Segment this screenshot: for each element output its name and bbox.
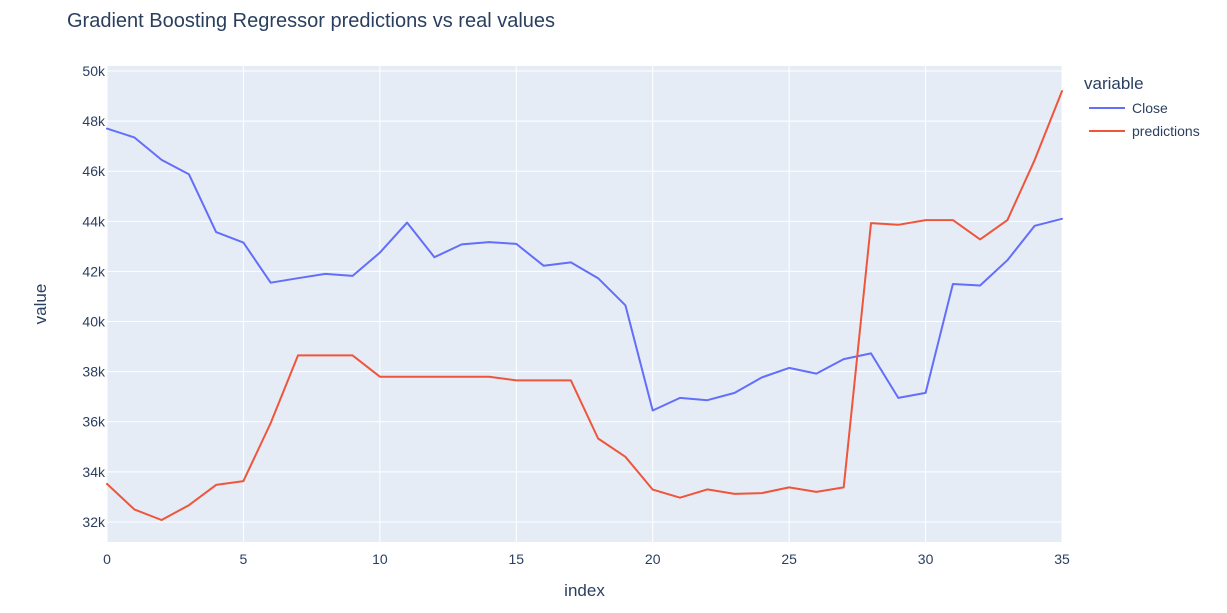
x-tick-label: 35 [1054,551,1070,567]
series-line-predictions [106,90,1063,521]
y-tick-label: 32k [82,514,106,530]
y-tick-label: 36k [82,414,106,430]
x-tick-label: 30 [918,551,934,567]
legend-label: predictions [1132,123,1200,139]
x-tick-label: 5 [240,551,248,567]
y-tick-label: 38k [82,364,106,380]
y-tick-label: 42k [82,263,106,279]
legend-item-close[interactable]: Close [1089,100,1168,116]
x-axis-title: index [564,581,605,600]
y-tick-label: 46k [82,163,106,179]
y-axis-title: value [31,284,50,325]
y-tick-label: 50k [82,63,106,79]
series-line-close [106,127,1063,412]
plot-area [107,66,1062,542]
x-tick-label: 10 [372,551,388,567]
series-layer [106,90,1063,521]
x-axis-ticks: 0 5 10 15 20 25 30 35 [103,551,1070,567]
y-tick-label: 34k [82,464,106,480]
x-tick-label: 0 [103,551,111,567]
legend-label: Close [1132,100,1168,116]
legend[interactable]: variable Close predictions [1084,74,1200,139]
y-tick-label: 44k [82,213,106,229]
chart-title: Gradient Boosting Regressor predictions … [67,10,555,32]
x-tick-label: 20 [645,551,661,567]
y-tick-label: 40k [82,314,106,330]
x-tick-label: 15 [508,551,524,567]
y-tick-label: 48k [82,113,106,129]
x-tick-label: 25 [781,551,797,567]
legend-item-predictions[interactable]: predictions [1089,123,1200,139]
y-axis-ticks: 32k 34k 36k 38k 40k 42k 44k 46k 48k 50k [82,63,106,530]
legend-title: variable [1084,74,1144,93]
